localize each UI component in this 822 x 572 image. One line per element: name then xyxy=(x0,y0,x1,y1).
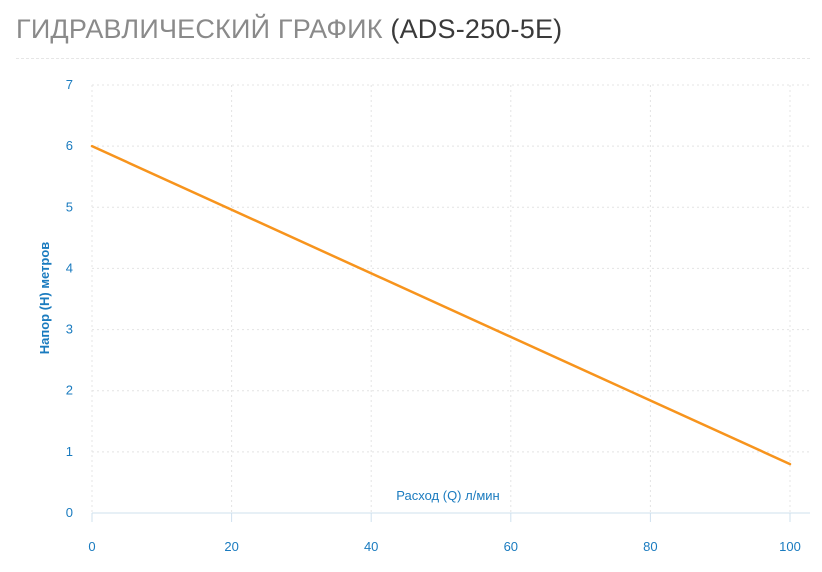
chart-grid xyxy=(92,84,810,513)
chart-title-main: ГИДРАВЛИЧЕСКИЙ ГРАФИК xyxy=(16,14,383,44)
chart-axes: 0 1 2 3 4 5 6 7 0 20 40 60 80 100 xyxy=(66,77,810,554)
chart-title-model: (ADS-250-5E) xyxy=(390,14,563,44)
x-tick-label: 20 xyxy=(224,539,238,554)
y-tick-label: 3 xyxy=(66,322,73,337)
chart-title: ГИДРАВЛИЧЕСКИЙ ГРАФИК (ADS-250-5E) xyxy=(16,14,562,45)
y-tick-label: 6 xyxy=(66,138,73,153)
x-tick-label: 0 xyxy=(88,539,95,554)
y-tick-label: 4 xyxy=(66,260,73,275)
y-tick-label: 1 xyxy=(66,444,73,459)
y-tick-label: 7 xyxy=(66,77,73,92)
x-tick-label: 40 xyxy=(364,539,378,554)
x-axis-title: Расход (Q) л/мин xyxy=(396,488,499,503)
y-tick-label: 0 xyxy=(66,505,73,520)
y-tick-label: 5 xyxy=(66,199,73,214)
x-tick-label: 100 xyxy=(779,539,801,554)
y-axis-title: Напор (Н) метров xyxy=(37,242,52,355)
title-divider xyxy=(16,58,810,59)
series-line xyxy=(90,144,792,466)
x-tick-label: 80 xyxy=(643,539,657,554)
chart-series xyxy=(90,144,792,466)
x-tick-label: 60 xyxy=(504,539,518,554)
y-tick-label: 2 xyxy=(66,383,73,398)
